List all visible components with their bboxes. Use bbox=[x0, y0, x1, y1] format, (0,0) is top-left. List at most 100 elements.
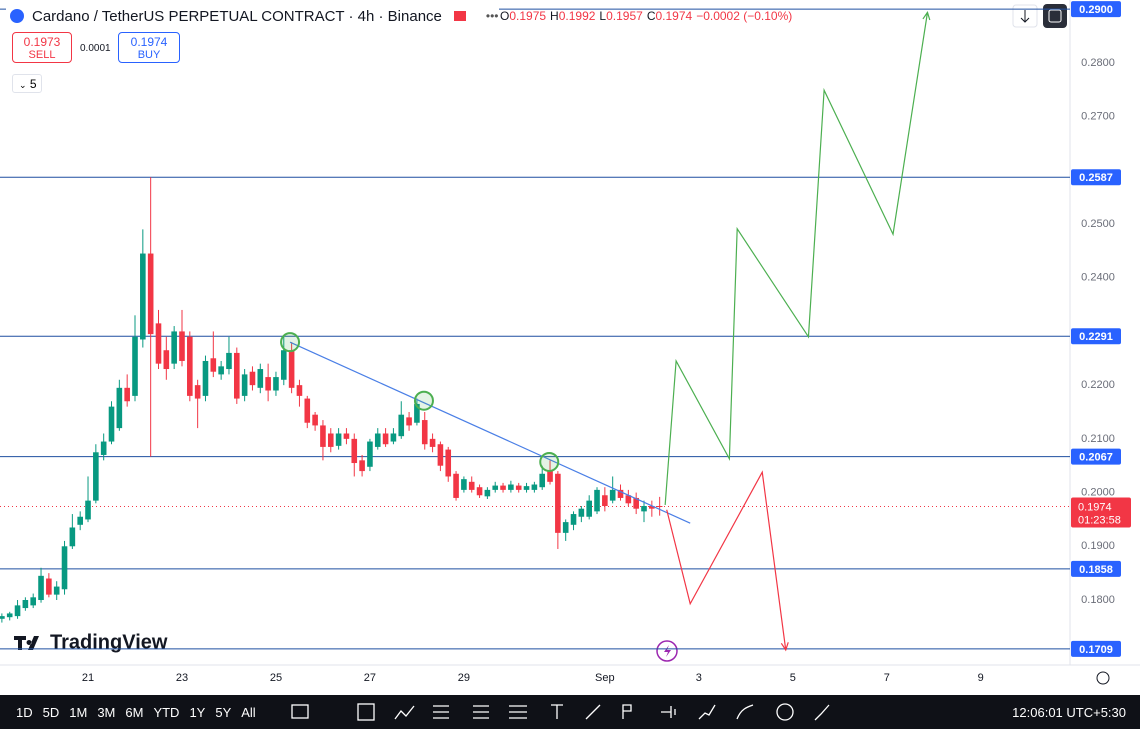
candle-body bbox=[304, 398, 311, 423]
timeframe-button[interactable]: YTD bbox=[153, 705, 180, 720]
candle-body bbox=[288, 350, 295, 388]
tool-icon[interactable] bbox=[661, 706, 676, 718]
candle-body bbox=[132, 336, 138, 396]
tool-icon[interactable] bbox=[551, 704, 563, 719]
candle-body bbox=[241, 374, 248, 396]
symbol-title: Cardano / TetherUS PERPETUAL CONTRACT · … bbox=[32, 7, 442, 25]
flag-icon[interactable] bbox=[453, 11, 466, 21]
candle-body bbox=[14, 605, 21, 617]
level-label: 0.2067 bbox=[1079, 451, 1113, 463]
symbol-header: Cardano / TetherUS PERPETUAL CONTRACT · … bbox=[6, 4, 499, 28]
settings-icon[interactable] bbox=[1096, 671, 1110, 685]
ohlc-value: 0.1957 bbox=[606, 9, 643, 23]
timeframe-button[interactable]: All bbox=[241, 705, 256, 720]
candle-body bbox=[656, 506, 663, 508]
ohlc-key: O bbox=[500, 9, 510, 23]
tool-icon[interactable] bbox=[585, 704, 601, 720]
tool-icon[interactable] bbox=[394, 705, 415, 720]
candle-body bbox=[515, 485, 522, 490]
candle-body bbox=[625, 495, 632, 504]
sell-price: 0.1973 bbox=[23, 35, 61, 49]
candle-body bbox=[187, 336, 193, 396]
x-tick-label: 7 bbox=[884, 672, 890, 684]
candle-body bbox=[155, 323, 162, 364]
candle-body bbox=[398, 414, 405, 437]
candle-body bbox=[218, 366, 224, 375]
candle-body bbox=[194, 385, 201, 399]
candle-body bbox=[531, 484, 538, 490]
candle-body bbox=[46, 578, 52, 595]
level-label-bg bbox=[1071, 560, 1121, 577]
candle-body bbox=[492, 485, 499, 490]
level-label: 0.1858 bbox=[1079, 564, 1113, 576]
timeframe-button[interactable]: 1M bbox=[69, 705, 88, 720]
tool-icon[interactable] bbox=[509, 705, 527, 719]
timeframe-button[interactable]: 1Y bbox=[189, 705, 206, 720]
candle-body bbox=[351, 438, 358, 464]
y-tick-label: 0.2400 bbox=[1081, 272, 1115, 284]
x-tick-label: 27 bbox=[364, 672, 376, 684]
fullscreen-button[interactable] bbox=[1043, 4, 1067, 28]
candle-body bbox=[85, 500, 91, 520]
candle-body bbox=[343, 433, 350, 439]
timeframe-button[interactable]: 5D bbox=[42, 705, 60, 720]
plot bbox=[0, 8, 1070, 652]
candle-body bbox=[116, 387, 123, 429]
tool-icon[interactable] bbox=[622, 704, 632, 719]
candle-body bbox=[140, 253, 146, 340]
y-tick-label: 0.2500 bbox=[1081, 218, 1115, 230]
candle-body bbox=[163, 350, 170, 370]
tool-icon[interactable] bbox=[291, 704, 309, 719]
tool-icon[interactable] bbox=[357, 703, 375, 721]
candle-body bbox=[609, 489, 616, 501]
buy-button[interactable]: 0.1974 BUY bbox=[118, 32, 180, 63]
y-tick-label: 0.1900 bbox=[1081, 540, 1115, 552]
x-tick-label: 23 bbox=[176, 672, 188, 684]
candle-body bbox=[280, 350, 287, 380]
timeframe-button[interactable]: 5Y bbox=[215, 705, 232, 720]
tool-icon[interactable] bbox=[776, 703, 794, 721]
level-label: 0.2900 bbox=[1079, 4, 1113, 16]
timeframe-button[interactable]: 6M bbox=[125, 705, 144, 720]
ohlc-change: −0.0002 (−0.10%) bbox=[696, 9, 793, 23]
candle-body bbox=[641, 506, 647, 512]
candle-body bbox=[367, 441, 373, 467]
timeframe-button[interactable]: 3M bbox=[97, 705, 116, 720]
x-tick-label: Sep bbox=[595, 672, 615, 684]
candle-body bbox=[124, 387, 130, 402]
y-tick-label: 0.2800 bbox=[1081, 57, 1115, 69]
tool-icon[interactable] bbox=[814, 704, 830, 721]
candle-body bbox=[312, 414, 318, 426]
candle-body bbox=[265, 377, 271, 391]
coin-icon bbox=[10, 9, 24, 23]
arrow-head bbox=[922, 10, 931, 21]
candle-body bbox=[296, 385, 303, 396]
x-tick-label: 21 bbox=[82, 672, 94, 684]
candle-body bbox=[30, 597, 37, 606]
timeframe-button[interactable]: 1D bbox=[16, 705, 33, 720]
ohlc-value: 0.1974 bbox=[655, 9, 693, 23]
touch-marker bbox=[280, 332, 301, 353]
ohlc-value: 0.1975 bbox=[509, 9, 547, 23]
indicators-toggle[interactable]: ⌄ 5 bbox=[12, 74, 42, 93]
x-tick-label: 29 bbox=[458, 672, 470, 684]
tool-icon[interactable] bbox=[736, 704, 754, 720]
tool-icon[interactable] bbox=[433, 705, 449, 719]
candle-body bbox=[468, 481, 475, 490]
candle-body bbox=[202, 360, 209, 396]
candle-body bbox=[594, 489, 600, 512]
level-label-bg bbox=[1071, 328, 1121, 345]
tool-icon[interactable] bbox=[473, 705, 489, 719]
candle-body bbox=[249, 371, 256, 386]
candle-body bbox=[6, 613, 13, 618]
ohlc-value: 0.1992 bbox=[558, 9, 596, 23]
tool-icon[interactable] bbox=[698, 704, 716, 720]
candle-body bbox=[500, 485, 506, 490]
more-icon[interactable]: ••• bbox=[485, 9, 499, 23]
sell-button[interactable]: 0.1973 SELL bbox=[12, 32, 72, 63]
candle-body bbox=[586, 500, 592, 517]
candle-body bbox=[257, 369, 264, 388]
event-bolt bbox=[664, 645, 671, 657]
candle-body bbox=[453, 473, 459, 498]
y-tick-label: 0.2700 bbox=[1081, 110, 1115, 122]
